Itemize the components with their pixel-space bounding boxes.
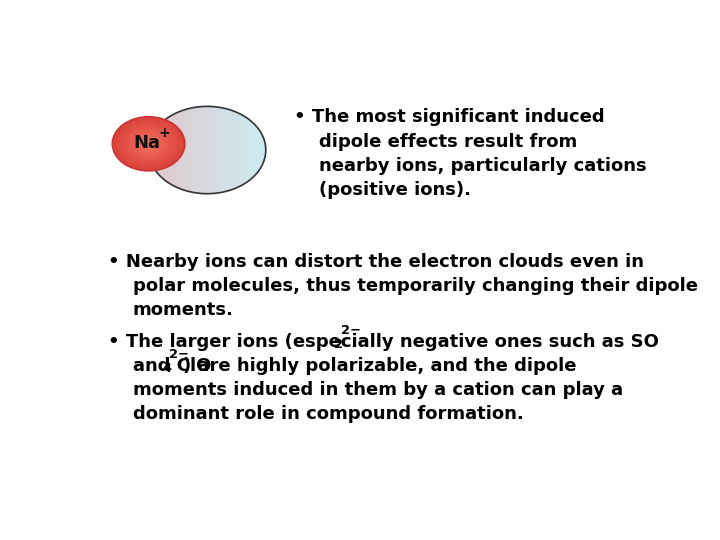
Text: moments induced in them by a cation can play a: moments induced in them by a cation can … <box>133 381 623 399</box>
Text: 2−: 2− <box>169 348 189 361</box>
Text: dipole effects result from: dipole effects result from <box>319 133 577 151</box>
Text: 4: 4 <box>162 362 171 375</box>
Text: nearby ions, particularly cations: nearby ions, particularly cations <box>319 157 647 175</box>
Text: • The most significant induced: • The most significant induced <box>294 109 604 126</box>
Text: • The larger ions (especially negative ones such as SO: • The larger ions (especially negative o… <box>108 333 659 351</box>
Text: ) are highly polarizable, and the dipole: ) are highly polarizable, and the dipole <box>184 357 577 375</box>
Text: polar molecules, thus temporarily changing their dipole: polar molecules, thus temporarily changi… <box>133 277 698 295</box>
Text: 2−: 2− <box>341 324 361 337</box>
Text: moments.: moments. <box>133 301 234 319</box>
Text: • Nearby ions can distort the electron clouds even in: • Nearby ions can distort the electron c… <box>108 253 644 271</box>
Text: +: + <box>158 126 170 139</box>
Text: and ClO: and ClO <box>133 357 212 375</box>
Text: dominant role in compound formation.: dominant role in compound formation. <box>133 406 523 423</box>
Text: (positive ions).: (positive ions). <box>319 181 471 199</box>
Text: 2: 2 <box>334 338 343 351</box>
Circle shape <box>148 106 266 194</box>
Text: Na: Na <box>133 133 161 152</box>
